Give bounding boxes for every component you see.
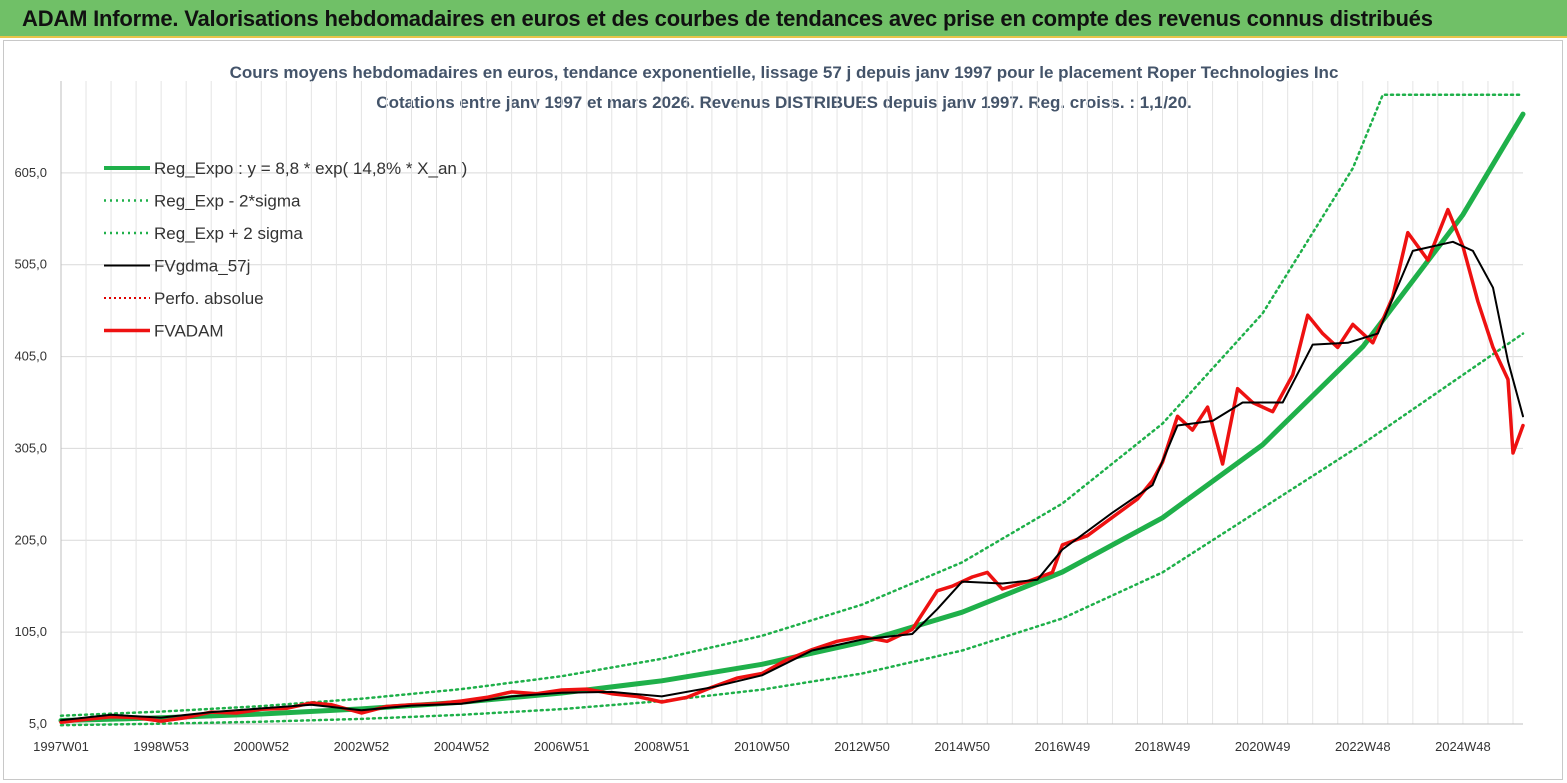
legend-label: FVgdma_57j bbox=[154, 257, 250, 276]
series-line-5 bbox=[59, 207, 1525, 724]
x-tick-label: 2010W50 bbox=[734, 739, 790, 754]
series-line-2 bbox=[59, 93, 1525, 717]
series-line-1 bbox=[59, 332, 1525, 727]
series-line-0 bbox=[58, 111, 1526, 723]
x-tick-label: 2012W50 bbox=[834, 739, 890, 754]
legend-label: FVADAM bbox=[154, 322, 224, 341]
legend-label: Reg_Expo : y = 8,8 * exp( 14,8% * X_an ) bbox=[154, 159, 467, 178]
y-tick-label: 605,0 bbox=[14, 165, 47, 180]
x-tick-label: 2008W51 bbox=[634, 739, 690, 754]
y-tick-label: 205,0 bbox=[14, 532, 47, 547]
chart-title-line1: Cours moyens hebdomadaires en euros, ten… bbox=[229, 63, 1339, 82]
x-tick-label: 2006W51 bbox=[534, 739, 590, 754]
legend-label: Reg_Exp + 2 sigma bbox=[154, 224, 303, 243]
x-tick-label: 2000W52 bbox=[233, 739, 289, 754]
x-tick-label: 2020W49 bbox=[1235, 739, 1291, 754]
x-tick-label: 1997W01 bbox=[33, 739, 89, 754]
series-line-3 bbox=[60, 240, 1524, 722]
legend-label: Perfo. absolue bbox=[154, 289, 264, 308]
y-tick-label: 505,0 bbox=[14, 257, 47, 272]
x-tick-label: 2022W48 bbox=[1335, 739, 1391, 754]
x-tick-label: 2018W49 bbox=[1135, 739, 1191, 754]
y-tick-label: 305,0 bbox=[14, 440, 47, 455]
legend-label: Reg_Exp - 2*sigma bbox=[154, 192, 301, 211]
x-tick-label: 2014W50 bbox=[934, 739, 990, 754]
x-tick-label: 2024W48 bbox=[1435, 739, 1491, 754]
chart-title-line2: Cotations entre janv 1997 et mars 2026. … bbox=[376, 93, 1192, 112]
report-banner: ADAM Informe. Valorisations hebdomadaire… bbox=[0, 0, 1567, 38]
line-chart: 5,0 105,0 205,0 305,0 405,0 505,0 605,0 1997W01… bbox=[14, 81, 1526, 754]
report-title: ADAM Informe. Valorisations hebdomadaire… bbox=[22, 6, 1433, 31]
chart-frame: Cours moyens hebdomadaires en euros, ten… bbox=[3, 40, 1563, 780]
x-tick-label: 2002W52 bbox=[334, 739, 390, 754]
x-tick-label: 2016W49 bbox=[1035, 739, 1091, 754]
y-tick-label: 105,0 bbox=[14, 624, 47, 639]
y-tick-label: 405,0 bbox=[14, 349, 47, 364]
y-tick-label: 5,0 bbox=[29, 716, 47, 731]
x-tick-label: 1998W53 bbox=[133, 739, 189, 754]
x-tick-label: 2004W52 bbox=[434, 739, 490, 754]
